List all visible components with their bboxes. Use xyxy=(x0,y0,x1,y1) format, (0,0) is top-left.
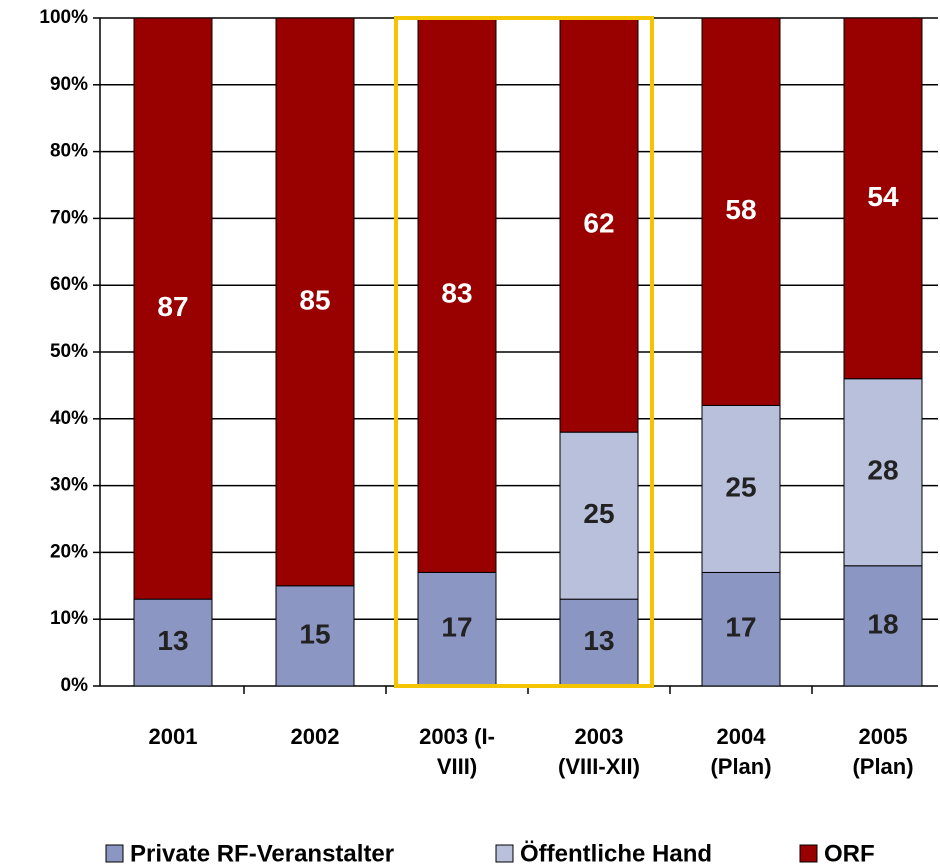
y-tick-label: 80% xyxy=(50,141,88,162)
y-tick-label: 90% xyxy=(50,74,88,95)
y-tick-label: 60% xyxy=(50,274,88,295)
data-label: 83 xyxy=(441,278,472,309)
legend-swatch xyxy=(495,844,514,863)
x-tick-label: 2002 xyxy=(291,724,340,749)
data-label: 17 xyxy=(441,612,472,643)
bar-segment xyxy=(133,598,213,687)
data-label: 28 xyxy=(867,455,898,486)
data-label: 58 xyxy=(725,194,756,225)
x-tick-label: 2003 (VIII-XII) xyxy=(558,724,640,779)
y-tick-label: 40% xyxy=(50,408,88,429)
y-tick-label: 100% xyxy=(39,7,88,28)
data-label: 85 xyxy=(299,284,330,315)
y-tick-label: 0% xyxy=(61,675,89,696)
data-label: 87 xyxy=(157,291,188,322)
y-tick-label: 70% xyxy=(50,207,88,228)
bar-segment xyxy=(133,17,213,600)
bar-segment xyxy=(843,565,923,687)
bar-segment xyxy=(275,585,355,687)
highlight-box xyxy=(394,16,654,688)
data-label: 25 xyxy=(583,498,614,529)
data-label: 25 xyxy=(725,471,756,502)
bar-segment xyxy=(559,17,639,433)
data-label: 13 xyxy=(583,625,614,656)
bar-segment xyxy=(417,17,497,573)
data-label: 15 xyxy=(299,618,330,649)
y-tick-label: 30% xyxy=(50,475,88,496)
bar-segment xyxy=(559,431,639,600)
bar-segment xyxy=(559,598,639,687)
x-tick-label: 2001 xyxy=(149,724,198,749)
bar-segment xyxy=(843,17,923,380)
bar-segment xyxy=(701,571,781,687)
legend-swatch xyxy=(799,844,818,863)
legend-label: ORF xyxy=(824,840,875,867)
x-tick-label: 2004 (Plan) xyxy=(710,724,771,779)
bar-segment xyxy=(701,404,781,573)
legend-label: Private RF-Veranstalter xyxy=(130,840,394,867)
bar-segment xyxy=(275,17,355,587)
data-label: 18 xyxy=(867,608,898,639)
data-label: 62 xyxy=(583,207,614,238)
bar-segment xyxy=(701,17,781,406)
y-tick-label: 50% xyxy=(50,341,88,362)
legend-label: Öffentliche Hand xyxy=(520,840,712,867)
data-label: 17 xyxy=(725,612,756,643)
bar-segment xyxy=(417,571,497,687)
data-label: 54 xyxy=(867,181,899,212)
y-tick-label: 10% xyxy=(50,608,88,629)
x-tick-label: 2005 (Plan) xyxy=(852,724,913,779)
y-tick-label: 20% xyxy=(50,541,88,562)
legend-swatch xyxy=(105,844,124,863)
bar-segment xyxy=(843,378,923,567)
data-label: 13 xyxy=(157,625,188,656)
x-tick-label: 2003 (I-VIII) xyxy=(419,724,495,779)
